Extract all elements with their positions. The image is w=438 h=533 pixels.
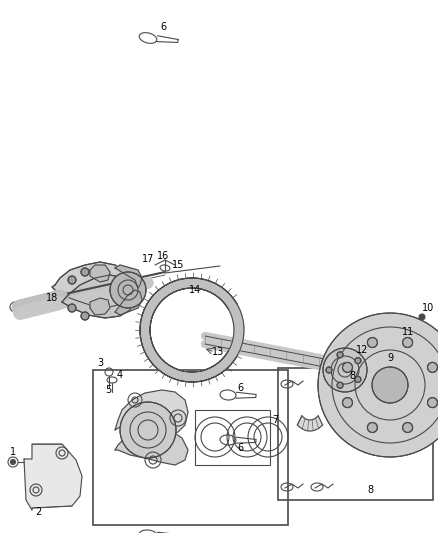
Text: 18: 18 bbox=[46, 293, 58, 303]
Polygon shape bbox=[297, 416, 323, 431]
Polygon shape bbox=[115, 290, 142, 315]
Polygon shape bbox=[90, 265, 110, 282]
Circle shape bbox=[355, 358, 361, 364]
Circle shape bbox=[323, 348, 367, 392]
Polygon shape bbox=[115, 390, 188, 435]
Text: 8: 8 bbox=[349, 371, 355, 381]
Polygon shape bbox=[24, 444, 82, 510]
Text: 16: 16 bbox=[157, 251, 169, 261]
Circle shape bbox=[355, 376, 361, 382]
Bar bbox=[278, 368, 433, 500]
Text: 6: 6 bbox=[160, 22, 166, 32]
Circle shape bbox=[419, 314, 425, 320]
Polygon shape bbox=[140, 278, 244, 382]
Circle shape bbox=[318, 313, 438, 457]
Text: 2: 2 bbox=[35, 507, 41, 517]
Circle shape bbox=[343, 362, 353, 373]
Text: 9: 9 bbox=[387, 353, 393, 363]
Text: 4: 4 bbox=[117, 370, 123, 380]
Text: 17: 17 bbox=[142, 254, 154, 264]
Circle shape bbox=[337, 382, 343, 388]
Text: 3: 3 bbox=[97, 358, 103, 368]
Text: 11: 11 bbox=[402, 327, 414, 337]
Text: 15: 15 bbox=[172, 260, 184, 270]
Text: 12: 12 bbox=[356, 345, 368, 355]
Polygon shape bbox=[343, 416, 367, 431]
Polygon shape bbox=[62, 275, 135, 318]
Circle shape bbox=[367, 337, 378, 348]
Circle shape bbox=[337, 352, 343, 358]
Polygon shape bbox=[90, 298, 110, 315]
Circle shape bbox=[68, 276, 76, 284]
Polygon shape bbox=[115, 428, 188, 465]
Bar bbox=[195, 410, 270, 465]
Circle shape bbox=[81, 312, 89, 320]
Text: 6: 6 bbox=[237, 443, 243, 453]
Circle shape bbox=[120, 402, 176, 458]
Circle shape bbox=[68, 304, 76, 312]
Circle shape bbox=[372, 367, 408, 403]
Text: 10: 10 bbox=[422, 303, 434, 313]
Text: 13: 13 bbox=[212, 347, 224, 357]
Circle shape bbox=[11, 459, 15, 464]
Text: 14: 14 bbox=[189, 285, 201, 295]
Circle shape bbox=[403, 337, 413, 348]
Text: 6: 6 bbox=[237, 383, 243, 393]
Circle shape bbox=[427, 362, 438, 373]
Circle shape bbox=[343, 398, 353, 408]
Circle shape bbox=[81, 268, 89, 276]
Circle shape bbox=[427, 398, 438, 408]
Circle shape bbox=[110, 272, 146, 308]
Text: 8: 8 bbox=[367, 485, 373, 495]
Polygon shape bbox=[115, 265, 142, 288]
Text: 5: 5 bbox=[105, 385, 111, 395]
Circle shape bbox=[326, 367, 332, 373]
Text: 7: 7 bbox=[272, 415, 278, 425]
Circle shape bbox=[367, 423, 378, 432]
Bar bbox=[93, 370, 288, 525]
Polygon shape bbox=[52, 262, 128, 308]
Text: 1: 1 bbox=[10, 447, 16, 457]
Circle shape bbox=[403, 423, 413, 432]
